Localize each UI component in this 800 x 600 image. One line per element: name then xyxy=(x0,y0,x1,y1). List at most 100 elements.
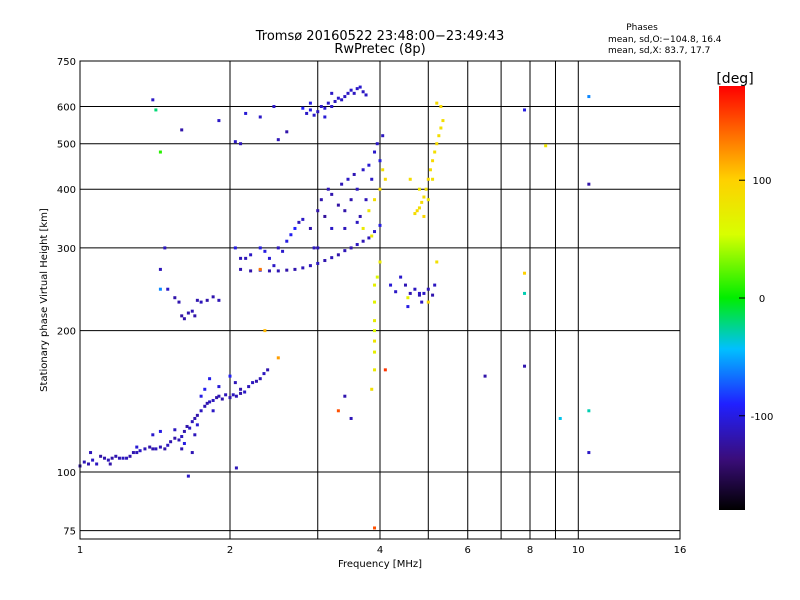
data-point xyxy=(433,150,437,154)
x-tick-label: 2 xyxy=(227,545,233,556)
data-point xyxy=(193,314,197,318)
data-point xyxy=(336,409,340,413)
data-point xyxy=(251,381,255,385)
y-tick-label: 500 xyxy=(57,140,76,151)
data-point xyxy=(394,290,398,294)
data-point xyxy=(330,192,334,196)
data-point xyxy=(435,142,439,146)
data-point xyxy=(263,329,267,333)
colorbar-tick-label: -100 xyxy=(751,412,774,423)
data-point xyxy=(215,396,219,400)
data-point xyxy=(308,108,312,112)
data-point xyxy=(422,195,426,199)
data-point xyxy=(154,447,158,451)
data-point xyxy=(195,298,199,302)
data-point xyxy=(239,142,243,146)
data-point xyxy=(312,113,316,117)
data-point xyxy=(151,98,155,102)
data-point xyxy=(330,256,334,260)
data-point xyxy=(182,317,186,321)
data-point xyxy=(523,291,527,295)
data-point xyxy=(135,445,139,449)
data-point xyxy=(199,300,203,304)
data-point xyxy=(316,110,320,114)
data-point xyxy=(373,526,377,530)
data-point xyxy=(293,226,297,230)
data-point xyxy=(262,372,266,376)
data-point xyxy=(239,256,243,260)
data-point xyxy=(373,150,377,154)
data-point xyxy=(308,101,312,105)
data-point xyxy=(301,266,305,270)
data-point xyxy=(228,374,232,378)
stats-title: Phases xyxy=(626,23,658,33)
data-point xyxy=(308,226,312,230)
data-point xyxy=(205,401,209,405)
grid xyxy=(80,61,680,539)
x-tick-label: 4 xyxy=(377,545,383,556)
data-point xyxy=(190,420,194,424)
data-point xyxy=(203,387,207,391)
data-point xyxy=(247,385,251,389)
data-point xyxy=(383,177,387,181)
chart-subtitle: RwPretec (8p) xyxy=(334,42,425,57)
data-point xyxy=(373,350,377,354)
data-point xyxy=(417,206,421,210)
data-point xyxy=(435,101,439,105)
data-point xyxy=(349,198,353,202)
data-point xyxy=(180,435,184,439)
data-point xyxy=(417,187,421,191)
data-point xyxy=(208,377,212,381)
data-point xyxy=(558,416,562,420)
data-point xyxy=(243,390,247,394)
data-point xyxy=(352,172,356,176)
y-tick-label: 300 xyxy=(57,244,76,255)
data-point xyxy=(587,451,591,455)
data-point xyxy=(217,119,221,123)
data-point xyxy=(439,126,443,130)
data-point xyxy=(343,249,347,253)
data-point xyxy=(158,287,162,291)
data-point xyxy=(367,163,371,167)
data-point xyxy=(231,393,235,397)
data-point xyxy=(195,413,199,417)
data-point xyxy=(297,220,301,224)
data-point xyxy=(128,454,132,458)
data-point xyxy=(190,309,194,313)
data-point xyxy=(239,267,243,271)
data-point xyxy=(182,429,186,433)
data-point xyxy=(276,138,280,142)
data-point xyxy=(417,291,421,295)
data-point xyxy=(373,283,377,287)
data-point xyxy=(319,198,323,202)
data-point xyxy=(343,226,347,230)
data-point xyxy=(417,293,421,297)
data-point xyxy=(422,291,426,295)
data-point xyxy=(420,300,424,304)
data-point xyxy=(185,424,189,428)
data-point xyxy=(182,441,186,445)
data-point xyxy=(326,101,330,105)
data-point xyxy=(135,451,139,455)
data-point xyxy=(276,246,280,250)
data-point xyxy=(220,397,224,401)
colorbar-label: [deg] xyxy=(716,71,753,87)
data-point xyxy=(180,128,184,132)
data-point xyxy=(367,236,371,240)
data-point xyxy=(383,368,387,372)
data-point xyxy=(340,98,344,102)
data-point xyxy=(364,93,368,97)
x-tick-label: 8 xyxy=(527,545,533,556)
data-point xyxy=(346,177,350,181)
data-point xyxy=(158,445,162,449)
data-point xyxy=(285,268,289,272)
data-point xyxy=(103,456,107,460)
data-point xyxy=(340,182,344,186)
data-point xyxy=(431,293,435,297)
data-point xyxy=(373,230,377,234)
data-point xyxy=(233,246,237,250)
data-point xyxy=(349,246,353,250)
data-point xyxy=(370,177,374,181)
data-point xyxy=(349,88,353,92)
